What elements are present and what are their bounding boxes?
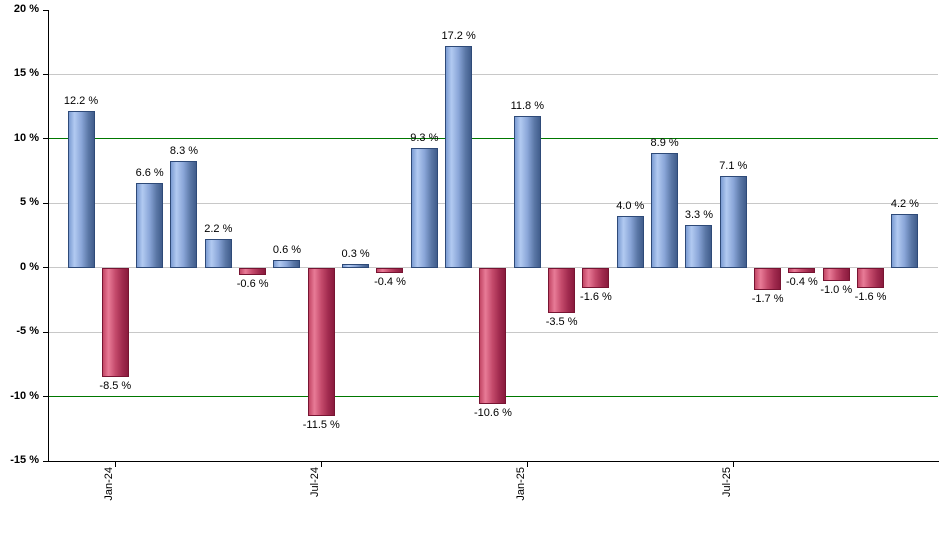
y-axis-tick <box>43 138 48 140</box>
bar-negative <box>479 267 507 405</box>
bar-positive <box>170 160 198 268</box>
y-axis-tick <box>43 331 48 333</box>
bar-value-label: -1.6 % <box>580 291 612 304</box>
y-axis-tick <box>43 396 48 398</box>
bar-value-label: 0.3 % <box>341 247 370 260</box>
y-axis-tick <box>43 73 48 75</box>
y-axis-tick-label: 10 % <box>13 131 39 144</box>
bar-positive <box>719 176 747 268</box>
bar-value-label: -0.4 % <box>786 275 818 288</box>
x-axis-tick <box>320 462 322 467</box>
bar-positive <box>273 259 301 268</box>
bar-negative <box>582 267 610 289</box>
x-axis-tick <box>114 462 116 467</box>
bar-value-label: -0.4 % <box>374 275 406 288</box>
bar-value-label: -11.5 % <box>302 418 340 431</box>
bar-value-label: 8.9 % <box>650 137 679 150</box>
bar-negative <box>822 267 850 281</box>
bar-value-label: 7.1 % <box>719 160 748 173</box>
bar-positive <box>136 182 164 268</box>
bar-value-label: 0.6 % <box>272 243 302 256</box>
bar-negative <box>754 267 782 290</box>
bar-negative <box>788 267 816 273</box>
y-axis-tick <box>43 460 48 462</box>
x-axis-tick-label-text: Jul-24 <box>309 467 322 497</box>
bar-positive <box>445 46 473 268</box>
y-axis-tick-label: 5 % <box>20 196 39 209</box>
y-axis-tick-label: 15 % <box>13 67 39 80</box>
bar-negative <box>101 267 129 378</box>
bar-value-label: 17.2 % <box>441 30 476 43</box>
bar-negative <box>307 267 335 416</box>
bar-negative <box>239 267 267 276</box>
bar-value-label: 9.3 % <box>410 131 439 144</box>
bar-value-label: -3.5 % <box>545 315 578 328</box>
y-axis-tick <box>43 267 48 269</box>
x-axis-tick-label-text: Jan-25 <box>515 467 528 501</box>
bar-value-label: -10.6 % <box>473 407 512 420</box>
bar-value-label: 4.2 % <box>890 197 919 210</box>
y-axis-line <box>48 10 49 461</box>
y-axis-tick-label: -5 % <box>16 325 39 338</box>
x-axis-tick <box>526 462 528 467</box>
bar-value-label: -0.6 % <box>236 278 269 291</box>
bar-value-label: -1.6 % <box>854 291 887 304</box>
bar-positive <box>685 225 713 268</box>
bar-negative <box>857 267 885 289</box>
bar-positive <box>651 153 679 268</box>
bar-positive <box>513 115 541 268</box>
y-axis-tick-label: -10 % <box>10 389 39 402</box>
x-axis-tick <box>732 462 734 467</box>
y-axis-tick-label: 0 % <box>20 260 39 273</box>
bar-positive <box>67 110 95 268</box>
bar-value-label: 4.0 % <box>616 200 645 213</box>
bar-negative <box>548 267 576 313</box>
x-axis-line <box>48 461 939 462</box>
x-axis-tick-label-text: Jan-24 <box>103 467 116 501</box>
bar-positive <box>891 213 919 268</box>
bar-value-label: -8.5 % <box>99 380 132 393</box>
bar-positive <box>616 216 644 268</box>
gridline <box>48 73 938 75</box>
bar-value-label: 12.2 % <box>63 94 99 107</box>
x-axis-tick-label-text: Jul-25 <box>721 467 734 497</box>
bar-value-label: -1.7 % <box>751 292 784 305</box>
bar-value-label: 6.6 % <box>135 166 164 179</box>
bar-positive <box>342 263 370 268</box>
threshold-line <box>48 138 938 140</box>
y-axis-tick-label: 20 % <box>13 3 39 15</box>
bar-value-label: 3.3 % <box>684 209 713 222</box>
y-axis-tick <box>43 202 48 204</box>
gridline <box>48 202 938 204</box>
y-axis-tick <box>43 9 48 11</box>
bar-value-label: -1.0 % <box>820 283 853 296</box>
bar-positive <box>204 239 232 268</box>
bar-value-label: 11.8 % <box>510 99 544 112</box>
bar-negative <box>376 267 404 273</box>
y-axis-tick-label: -15 % <box>10 454 39 466</box>
bar-value-label: 8.3 % <box>169 144 199 157</box>
bar-value-label: 2.2 % <box>204 223 233 236</box>
bar-positive <box>410 147 438 268</box>
